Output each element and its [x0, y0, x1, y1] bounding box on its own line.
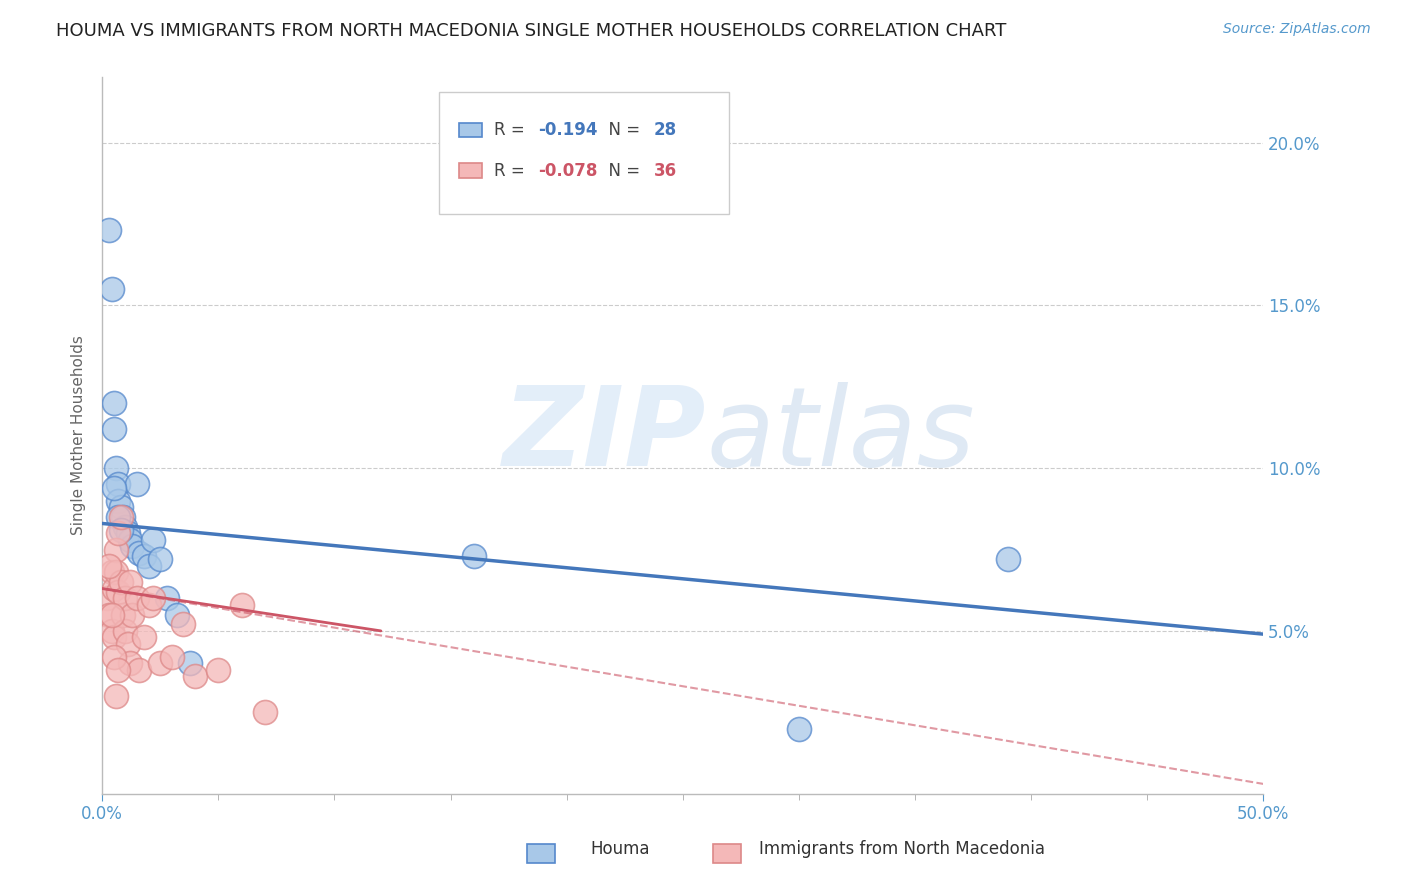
Text: 36: 36: [654, 161, 676, 179]
Point: [132, 631, 155, 645]
Point: [112, 607, 135, 622]
Point: [105, 542, 128, 557]
Text: N =: N =: [598, 120, 645, 139]
Text: 28: 28: [654, 120, 676, 139]
Point: [138, 598, 160, 612]
Point: [207, 663, 229, 677]
Point: [125, 591, 148, 606]
FancyBboxPatch shape: [439, 92, 730, 213]
Point: [105, 689, 128, 703]
Point: [463, 549, 485, 563]
Text: atlas: atlas: [706, 382, 974, 489]
Point: [138, 558, 160, 573]
Text: N =: N =: [598, 161, 645, 179]
Point: [132, 549, 155, 563]
Point: [117, 526, 139, 541]
Point: [112, 510, 135, 524]
Point: [103, 631, 125, 645]
Point: [110, 510, 132, 524]
Point: [128, 663, 150, 677]
Point: [253, 706, 276, 720]
Point: [125, 477, 148, 491]
Point: [103, 422, 125, 436]
Point: [128, 546, 150, 560]
Point: [120, 575, 142, 590]
Point: [179, 657, 201, 671]
Point: [105, 461, 128, 475]
Point: [98, 607, 121, 622]
Text: -0.194: -0.194: [537, 120, 598, 139]
Point: [107, 526, 129, 541]
Point: [98, 223, 121, 237]
Point: [156, 591, 179, 606]
FancyBboxPatch shape: [458, 163, 482, 178]
Point: [103, 396, 125, 410]
Point: [100, 607, 122, 622]
Point: [107, 663, 129, 677]
Point: [103, 582, 125, 596]
Point: [114, 519, 136, 533]
Point: [107, 477, 129, 491]
Point: [117, 637, 139, 651]
Text: Houma: Houma: [591, 840, 650, 858]
Text: R =: R =: [494, 120, 530, 139]
Point: [142, 591, 165, 606]
Y-axis label: Single Mother Households: Single Mother Households: [72, 335, 86, 535]
FancyBboxPatch shape: [458, 122, 482, 136]
Text: Immigrants from North Macedonia: Immigrants from North Macedonia: [759, 840, 1045, 858]
Point: [103, 481, 125, 495]
Point: [142, 533, 165, 547]
Point: [787, 722, 810, 736]
Text: ZIP: ZIP: [502, 382, 706, 489]
Point: [100, 566, 122, 580]
Point: [149, 552, 172, 566]
Point: [121, 607, 143, 622]
Point: [107, 584, 129, 599]
Point: [107, 493, 129, 508]
Point: [120, 533, 142, 547]
Point: [96, 591, 118, 606]
Point: [110, 523, 132, 537]
Point: [107, 510, 129, 524]
Point: [184, 669, 207, 683]
Point: [149, 657, 172, 671]
Text: -0.078: -0.078: [537, 161, 598, 179]
Point: [110, 500, 132, 515]
Point: [100, 624, 122, 638]
Point: [173, 617, 195, 632]
Point: [166, 607, 188, 622]
Point: [105, 566, 128, 580]
Point: [114, 591, 136, 606]
Text: Source: ZipAtlas.com: Source: ZipAtlas.com: [1223, 22, 1371, 37]
Point: [997, 552, 1019, 566]
Point: [103, 649, 125, 664]
Point: [121, 539, 143, 553]
Text: HOUMA VS IMMIGRANTS FROM NORTH MACEDONIA SINGLE MOTHER HOUSEHOLDS CORRELATION CH: HOUMA VS IMMIGRANTS FROM NORTH MACEDONIA…: [56, 22, 1007, 40]
Point: [160, 649, 183, 664]
Point: [231, 598, 253, 612]
Point: [114, 624, 136, 638]
Point: [120, 657, 142, 671]
Text: R =: R =: [494, 161, 530, 179]
Point: [110, 575, 132, 590]
Point: [98, 558, 121, 573]
Point: [100, 282, 122, 296]
